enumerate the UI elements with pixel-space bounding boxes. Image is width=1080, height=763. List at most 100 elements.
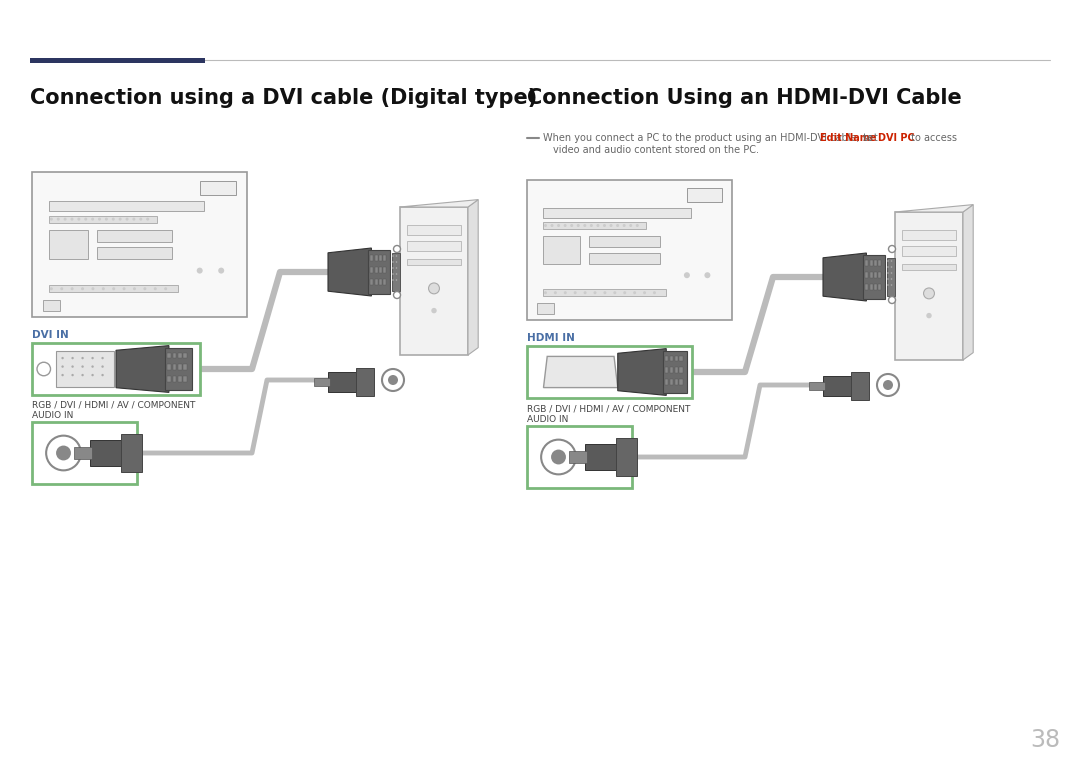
Circle shape: [877, 374, 899, 396]
Bar: [878, 272, 881, 278]
Bar: [584, 444, 619, 470]
Circle shape: [573, 291, 577, 295]
Bar: [375, 255, 378, 261]
Circle shape: [60, 287, 64, 290]
Bar: [537, 303, 554, 314]
Circle shape: [81, 357, 84, 359]
Circle shape: [50, 217, 53, 221]
Circle shape: [392, 261, 394, 262]
Bar: [589, 236, 660, 247]
Circle shape: [551, 224, 554, 227]
Circle shape: [889, 297, 895, 304]
Circle shape: [544, 224, 546, 227]
Polygon shape: [328, 248, 372, 296]
Bar: [670, 367, 673, 373]
Circle shape: [146, 217, 149, 221]
Circle shape: [133, 217, 135, 221]
Circle shape: [577, 224, 580, 227]
Bar: [379, 255, 382, 261]
Circle shape: [887, 272, 889, 274]
Bar: [32, 422, 137, 484]
Bar: [30, 58, 205, 63]
Bar: [400, 207, 468, 355]
Text: to access: to access: [908, 133, 957, 143]
Bar: [167, 364, 172, 370]
Bar: [865, 284, 868, 290]
Circle shape: [133, 287, 136, 290]
Text: AUDIO IN: AUDIO IN: [527, 415, 568, 424]
Circle shape: [564, 224, 567, 227]
Bar: [543, 222, 646, 229]
Circle shape: [111, 217, 114, 221]
Circle shape: [71, 374, 73, 376]
Polygon shape: [400, 200, 478, 207]
Circle shape: [37, 362, 51, 375]
Circle shape: [70, 217, 73, 221]
Polygon shape: [895, 204, 973, 212]
Bar: [675, 356, 678, 361]
Circle shape: [81, 287, 84, 290]
Circle shape: [431, 308, 436, 314]
Circle shape: [623, 291, 626, 295]
Circle shape: [71, 365, 73, 368]
Circle shape: [583, 291, 586, 295]
Bar: [902, 230, 956, 240]
Circle shape: [218, 268, 225, 274]
Bar: [665, 367, 669, 373]
Bar: [902, 264, 956, 269]
Bar: [679, 367, 683, 373]
Circle shape: [144, 287, 147, 290]
Bar: [865, 272, 868, 278]
Bar: [569, 452, 588, 462]
Bar: [167, 376, 172, 382]
Bar: [392, 253, 400, 291]
Circle shape: [92, 287, 94, 290]
Bar: [328, 372, 357, 391]
Circle shape: [92, 374, 94, 376]
Bar: [75, 447, 93, 459]
Circle shape: [613, 291, 617, 295]
Circle shape: [604, 291, 606, 295]
Bar: [874, 284, 877, 290]
Circle shape: [630, 224, 632, 227]
Circle shape: [887, 260, 889, 262]
Bar: [379, 267, 382, 273]
Circle shape: [81, 374, 84, 376]
Circle shape: [596, 224, 599, 227]
Bar: [663, 351, 687, 393]
Circle shape: [92, 365, 94, 368]
Bar: [50, 285, 178, 292]
Bar: [96, 247, 172, 259]
Circle shape: [112, 287, 116, 290]
Text: Connection Using an HDMI-DVI Cable: Connection Using an HDMI-DVI Cable: [527, 88, 962, 108]
Circle shape: [139, 217, 143, 221]
Bar: [96, 230, 172, 242]
Circle shape: [102, 374, 104, 376]
Circle shape: [583, 224, 586, 227]
Polygon shape: [618, 349, 666, 395]
Circle shape: [887, 284, 889, 286]
Bar: [902, 246, 956, 256]
Bar: [675, 367, 678, 373]
Circle shape: [102, 287, 105, 290]
Bar: [383, 255, 387, 261]
Bar: [543, 208, 691, 217]
Circle shape: [125, 217, 129, 221]
Circle shape: [392, 267, 394, 269]
Circle shape: [891, 284, 892, 286]
Circle shape: [590, 224, 593, 227]
Bar: [527, 346, 692, 398]
Circle shape: [164, 287, 167, 290]
Bar: [851, 372, 869, 400]
Circle shape: [62, 365, 64, 368]
Bar: [679, 379, 683, 385]
Circle shape: [653, 291, 656, 295]
Bar: [878, 260, 881, 266]
Bar: [32, 343, 200, 395]
Circle shape: [62, 374, 64, 376]
Bar: [878, 284, 881, 290]
Circle shape: [71, 357, 73, 359]
Circle shape: [84, 217, 87, 221]
Bar: [670, 379, 673, 385]
Circle shape: [594, 291, 596, 295]
